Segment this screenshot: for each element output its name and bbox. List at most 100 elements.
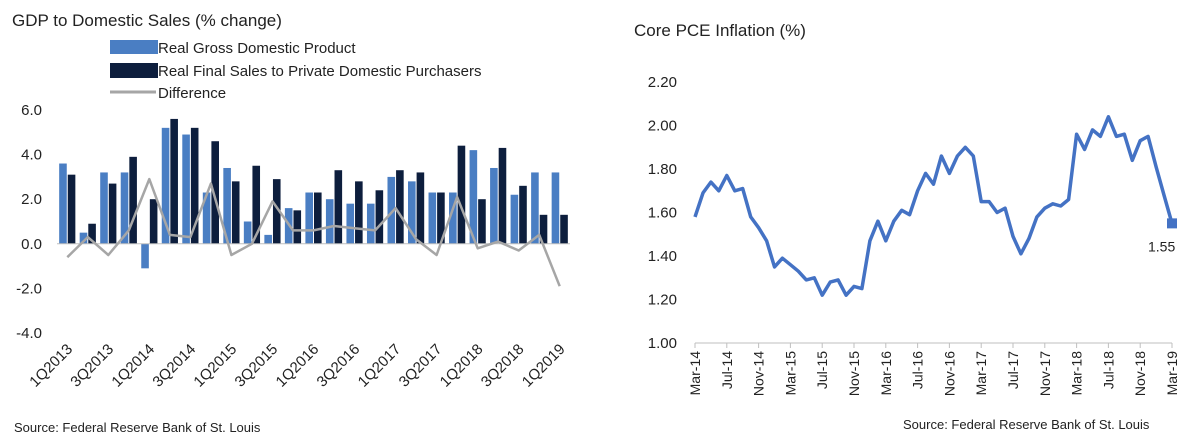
bar-final-sales	[334, 170, 343, 244]
x-tick-label: 3Q2013	[67, 341, 117, 391]
x-tick-label: 1Q2019	[519, 341, 569, 391]
x-tick-label: 3Q2017	[396, 341, 446, 391]
x-axis-ticks: 1Q20133Q20131Q20143Q20141Q20153Q20151Q20…	[26, 341, 568, 391]
chart-title: Core PCE Inflation (%)	[634, 21, 806, 40]
bar-gdp	[490, 167, 498, 244]
bar-final-sales	[170, 118, 178, 244]
bar-final-sales	[190, 127, 199, 244]
bar-gdp	[510, 194, 519, 244]
y-tick-label: 1.00	[648, 335, 677, 352]
x-axis-ticks: Mar-14 Jul-14 Nov-14 Mar-15 Jul-15 Nov-15 Mar-…	[687, 343, 1180, 396]
x-tick-label: Jul-14	[719, 351, 735, 389]
bar-final-sales	[293, 210, 302, 244]
y-tick-label: 2.0	[21, 191, 42, 208]
legend-swatch-final-sales	[110, 63, 158, 78]
x-tick-label: Nov-17	[1037, 351, 1053, 396]
x-tick-label: Nov-16	[941, 351, 957, 396]
x-tick-label: 1Q2015	[190, 341, 240, 391]
y-tick-label: 0.0	[21, 236, 42, 253]
bar-gdp	[325, 199, 334, 244]
bar-gdp	[551, 172, 560, 244]
bar-gdp	[161, 127, 170, 244]
bar-gdp	[100, 172, 108, 244]
bar-gdp	[408, 181, 416, 244]
x-tick-label: Mar-15	[782, 351, 798, 396]
bar-final-sales	[149, 199, 158, 244]
bar-gdp	[182, 134, 190, 244]
bar-final-sales	[478, 199, 486, 244]
bar-final-sales	[314, 192, 322, 244]
x-tick-label: Jul-17	[1005, 351, 1021, 389]
y-tick-label: 1.80	[648, 161, 677, 178]
x-tick-label: Jul-18	[1100, 351, 1116, 389]
x-tick-label: 1Q2017	[355, 341, 405, 391]
bar-final-sales	[375, 190, 384, 244]
bar-final-sales	[108, 183, 117, 244]
y-axis-ticks: 6.0 4.0 2.0 0.0 -2.0 -4.0	[16, 102, 42, 342]
legend-label-difference: Difference	[158, 85, 226, 102]
x-tick-label: 3Q2018	[478, 341, 528, 391]
bar-gdp	[346, 203, 355, 244]
chart-source: Source: Federal Reserve Bank of St. Loui…	[14, 420, 261, 435]
x-tick-label: Mar-17	[973, 351, 989, 396]
legend: Real Gross Domestic Product Real Final S…	[110, 40, 481, 102]
x-tick-label: Mar-18	[1069, 351, 1085, 396]
x-tick-label: Jul-16	[910, 351, 926, 389]
bar-gdp	[79, 232, 88, 244]
x-tick-label: Mar-19	[1164, 351, 1180, 396]
legend-label-gdp: Real Gross Domestic Product	[158, 40, 356, 57]
bar-gdp	[264, 234, 272, 244]
x-tick-label: Nov-18	[1132, 351, 1148, 396]
end-point-marker	[1167, 218, 1177, 229]
x-tick-label: Nov-14	[751, 351, 767, 396]
bar-final-sales	[498, 147, 507, 244]
bar-gdp	[305, 192, 313, 244]
x-tick-label: Mar-14	[687, 351, 703, 396]
legend-label-final-sales: Real Final Sales to Private Domestic Pur…	[158, 63, 481, 80]
bar-gdp	[469, 150, 478, 244]
bar-final-sales	[129, 156, 137, 244]
bar-final-sales	[539, 214, 548, 244]
y-tick-label: 2.20	[648, 74, 677, 91]
bar-final-sales	[355, 181, 363, 244]
bar-gdp	[531, 172, 539, 244]
bars	[59, 118, 568, 269]
y-axis-ticks: 2.20 2.00 1.80 1.60 1.40 1.20 1.00	[648, 74, 677, 352]
core-pce-chart: Core PCE Inflation (%) 2.20 2.00 1.80 1.60 1…	[634, 21, 1180, 432]
bar-gdp	[141, 243, 149, 269]
chart-title: GDP to Domestic Sales (% change)	[12, 11, 282, 30]
y-tick-label: 1.60	[648, 205, 677, 222]
difference-line	[66, 177, 561, 287]
y-tick-label: 2.00	[648, 118, 677, 135]
bar-final-sales	[416, 172, 425, 244]
x-tick-label: Nov-15	[846, 351, 862, 396]
y-tick-label: 6.0	[21, 102, 42, 119]
y-tick-label: 4.0	[21, 147, 42, 164]
x-tick-label: 1Q2018	[437, 341, 487, 391]
bar-gdp	[428, 192, 437, 244]
end-point-label: 1.55	[1148, 238, 1175, 254]
bar-final-sales	[560, 214, 568, 244]
bar-gdp	[59, 163, 67, 244]
y-tick-label: -2.0	[16, 280, 42, 297]
bar-gdp	[366, 203, 375, 244]
bar-final-sales	[88, 223, 96, 244]
bar-final-sales	[519, 185, 527, 244]
bar-gdp	[449, 192, 457, 244]
y-tick-label: 1.20	[648, 292, 677, 309]
core-pce-line	[693, 115, 1174, 297]
bar-final-sales	[211, 141, 219, 244]
x-tick-label: Jul-15	[814, 351, 830, 389]
bar-final-sales	[437, 192, 445, 244]
bar-final-sales	[67, 174, 76, 244]
bar-gdp	[223, 167, 231, 244]
bar-final-sales	[252, 165, 261, 244]
x-tick-label: Mar-16	[878, 351, 894, 396]
bar-final-sales	[272, 179, 281, 244]
bar-gdp	[387, 176, 396, 244]
bar-gdp	[120, 172, 129, 244]
bar-gdp	[243, 221, 252, 244]
bar-gdp	[202, 192, 211, 244]
x-tick-label: 3Q2016	[314, 341, 364, 391]
chart-source: Source: Federal Reserve Bank of St. Loui…	[903, 417, 1150, 432]
